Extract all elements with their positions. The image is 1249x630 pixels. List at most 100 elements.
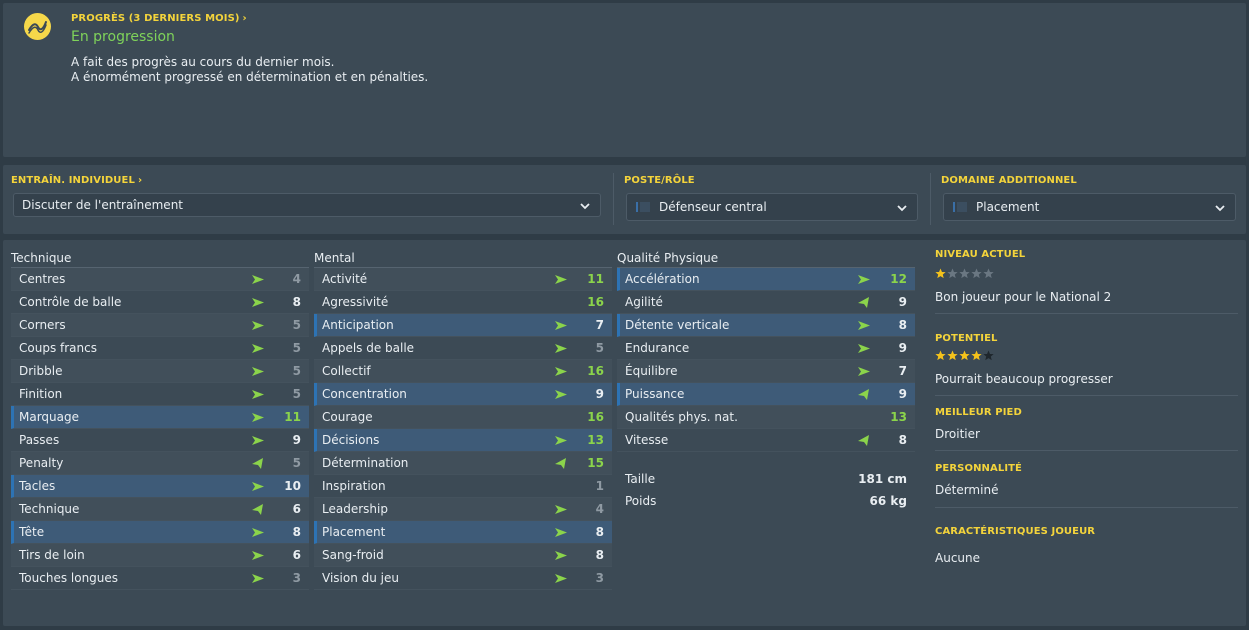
- potential-text: Pourrait beaucoup progresser: [935, 372, 1113, 386]
- slight-progress-arrow-icon: [251, 504, 265, 515]
- attribute-row[interactable]: Agressivité 16: [314, 291, 612, 314]
- attribute-row[interactable]: Penalty 5: [11, 452, 309, 475]
- attribute-row[interactable]: Puissance 9: [617, 383, 915, 406]
- attribute-row[interactable]: Technique 6: [11, 498, 309, 521]
- attribute-row[interactable]: Leadership 4: [314, 498, 612, 521]
- progress-arrow-icon: [857, 343, 871, 354]
- progress-link[interactable]: PROGRÈS (3 DERNIERS MOIS) ›: [71, 13, 247, 24]
- attributes-panel: Technique Centres 4 Contrôle de balle 8 Corn…: [3, 240, 1246, 626]
- chevron-right-icon: ›: [242, 13, 247, 24]
- attribute-value: 8: [292, 295, 301, 309]
- attribute-value: 15: [587, 456, 604, 470]
- attribute-name: Courage: [322, 410, 373, 424]
- attribute-row[interactable]: Corners 5: [11, 314, 309, 337]
- attribute-row[interactable]: Détente verticale 8: [617, 314, 915, 337]
- attribute-row[interactable]: Coups francs 5: [11, 337, 309, 360]
- attribute-row[interactable]: Tacles 10: [11, 475, 309, 498]
- divider: [935, 395, 1238, 396]
- progress-arrow-icon: [251, 274, 265, 285]
- attribute-row[interactable]: Collectif 16: [314, 360, 612, 383]
- attribute-row[interactable]: Contrôle de balle 8: [11, 291, 309, 314]
- attribute-row[interactable]: Agilité 9: [617, 291, 915, 314]
- attribute-row[interactable]: Vision du jeu 3: [314, 567, 612, 590]
- attribute-value: 11: [284, 410, 301, 424]
- attribute-name: Tacles: [19, 479, 56, 493]
- attribute-value: 9: [595, 387, 604, 401]
- progress-arrow-icon: [554, 573, 568, 584]
- attribute-row[interactable]: Passes 9: [11, 429, 309, 452]
- training-dropdown[interactable]: Discuter de l'entraînement: [13, 193, 601, 217]
- player-traits-label: CARACTÉRISTIQUES JOUEUR: [935, 526, 1096, 537]
- attribute-row[interactable]: Marquage 11: [11, 406, 309, 429]
- attribute-value: 10: [284, 479, 301, 493]
- weight-row: Poids 66 kg: [625, 494, 915, 508]
- attribute-row[interactable]: Décisions 13: [314, 429, 612, 452]
- attribute-row[interactable]: Vitesse 8: [617, 429, 915, 452]
- slight-progress-arrow-icon: [554, 458, 568, 469]
- attribute-row[interactable]: Dribble 5: [11, 360, 309, 383]
- chevron-down-icon: [1215, 205, 1225, 212]
- attribute-value: 9: [898, 295, 907, 309]
- progress-arrow-icon: [554, 389, 568, 400]
- progress-arrow-icon: [554, 504, 568, 515]
- attribute-value: 8: [898, 433, 907, 447]
- position-dropdown[interactable]: Défenseur central: [626, 193, 918, 221]
- slight-progress-arrow-icon: [251, 458, 265, 469]
- attribute-row[interactable]: Touches longues 3: [11, 567, 309, 590]
- position-dropdown-value: Défenseur central: [659, 200, 767, 214]
- additional-domain-dropdown[interactable]: Placement: [943, 193, 1236, 221]
- attribute-row[interactable]: Courage 16: [314, 406, 612, 429]
- progress-panel: PROGRÈS (3 DERNIERS MOIS) › En progressio…: [3, 3, 1246, 157]
- height-row: Taille 181 cm: [625, 472, 915, 486]
- attribute-value: 8: [898, 318, 907, 332]
- divider: [935, 313, 1238, 314]
- attribute-row[interactable]: Détermination 15: [314, 452, 612, 475]
- progress-arrow-icon: [251, 550, 265, 561]
- progress-arrow-icon: [251, 435, 265, 446]
- attribute-name: Puissance: [625, 387, 685, 401]
- attribute-row[interactable]: Sang-froid 8: [314, 544, 612, 567]
- star-empty-icon: [983, 264, 994, 279]
- attribute-value: 8: [292, 525, 301, 539]
- attribute-row[interactable]: Tête 8: [11, 521, 309, 544]
- progress-arrow-icon: [554, 550, 568, 561]
- training-dropdown-value: Discuter de l'entraînement: [22, 198, 183, 212]
- attribute-name: Passes: [19, 433, 60, 447]
- best-foot-label: MEILLEUR PIED: [935, 407, 1022, 418]
- progress-arrow-icon: [554, 435, 568, 446]
- attribute-name: Inspiration: [322, 479, 386, 493]
- attribute-name: Qualités phys. nat.: [625, 410, 738, 424]
- slight-progress-arrow-icon: [857, 435, 871, 446]
- chevron-down-icon: [580, 203, 590, 210]
- individual-training-link[interactable]: ENTRAÎN. INDIVIDUEL ›: [11, 175, 143, 186]
- attribute-row[interactable]: Endurance 9: [617, 337, 915, 360]
- attribute-value: 3: [595, 571, 604, 585]
- attribute-row[interactable]: Tirs de loin 6: [11, 544, 309, 567]
- progress-arrow-icon: [251, 573, 265, 584]
- attribute-row[interactable]: Finition 5: [11, 383, 309, 406]
- attribute-name: Placement: [322, 525, 386, 539]
- attribute-row[interactable]: Équilibre 7: [617, 360, 915, 383]
- attribute-value: 5: [292, 456, 301, 470]
- star-empty-icon: [959, 264, 970, 279]
- attribute-row[interactable]: Anticipation 7: [314, 314, 612, 337]
- attribute-row[interactable]: Inspiration 1: [314, 475, 612, 498]
- attribute-row[interactable]: Concentration 9: [314, 383, 612, 406]
- attribute-name: Équilibre: [625, 364, 678, 378]
- attribute-row[interactable]: Centres 4: [11, 268, 309, 291]
- progress-arrow-icon: [251, 366, 265, 377]
- attribute-value: 16: [587, 364, 604, 378]
- attribute-row[interactable]: Placement 8: [314, 521, 612, 544]
- attribute-value: 9: [292, 433, 301, 447]
- technique-column: Technique Centres 4 Contrôle de balle 8 Corn…: [11, 251, 309, 590]
- star-filled-icon: [959, 346, 970, 361]
- attribute-value: 5: [292, 387, 301, 401]
- attribute-row[interactable]: Accélération 12: [617, 268, 915, 291]
- star-filled-icon: [935, 264, 946, 279]
- attribute-row[interactable]: Qualités phys. nat. 13: [617, 406, 915, 429]
- domain-position-icon: [953, 202, 967, 212]
- attribute-row[interactable]: Appels de balle 5: [314, 337, 612, 360]
- attribute-value: 11: [587, 272, 604, 286]
- attribute-row[interactable]: Activité 11: [314, 268, 612, 291]
- attribute-value: 5: [292, 318, 301, 332]
